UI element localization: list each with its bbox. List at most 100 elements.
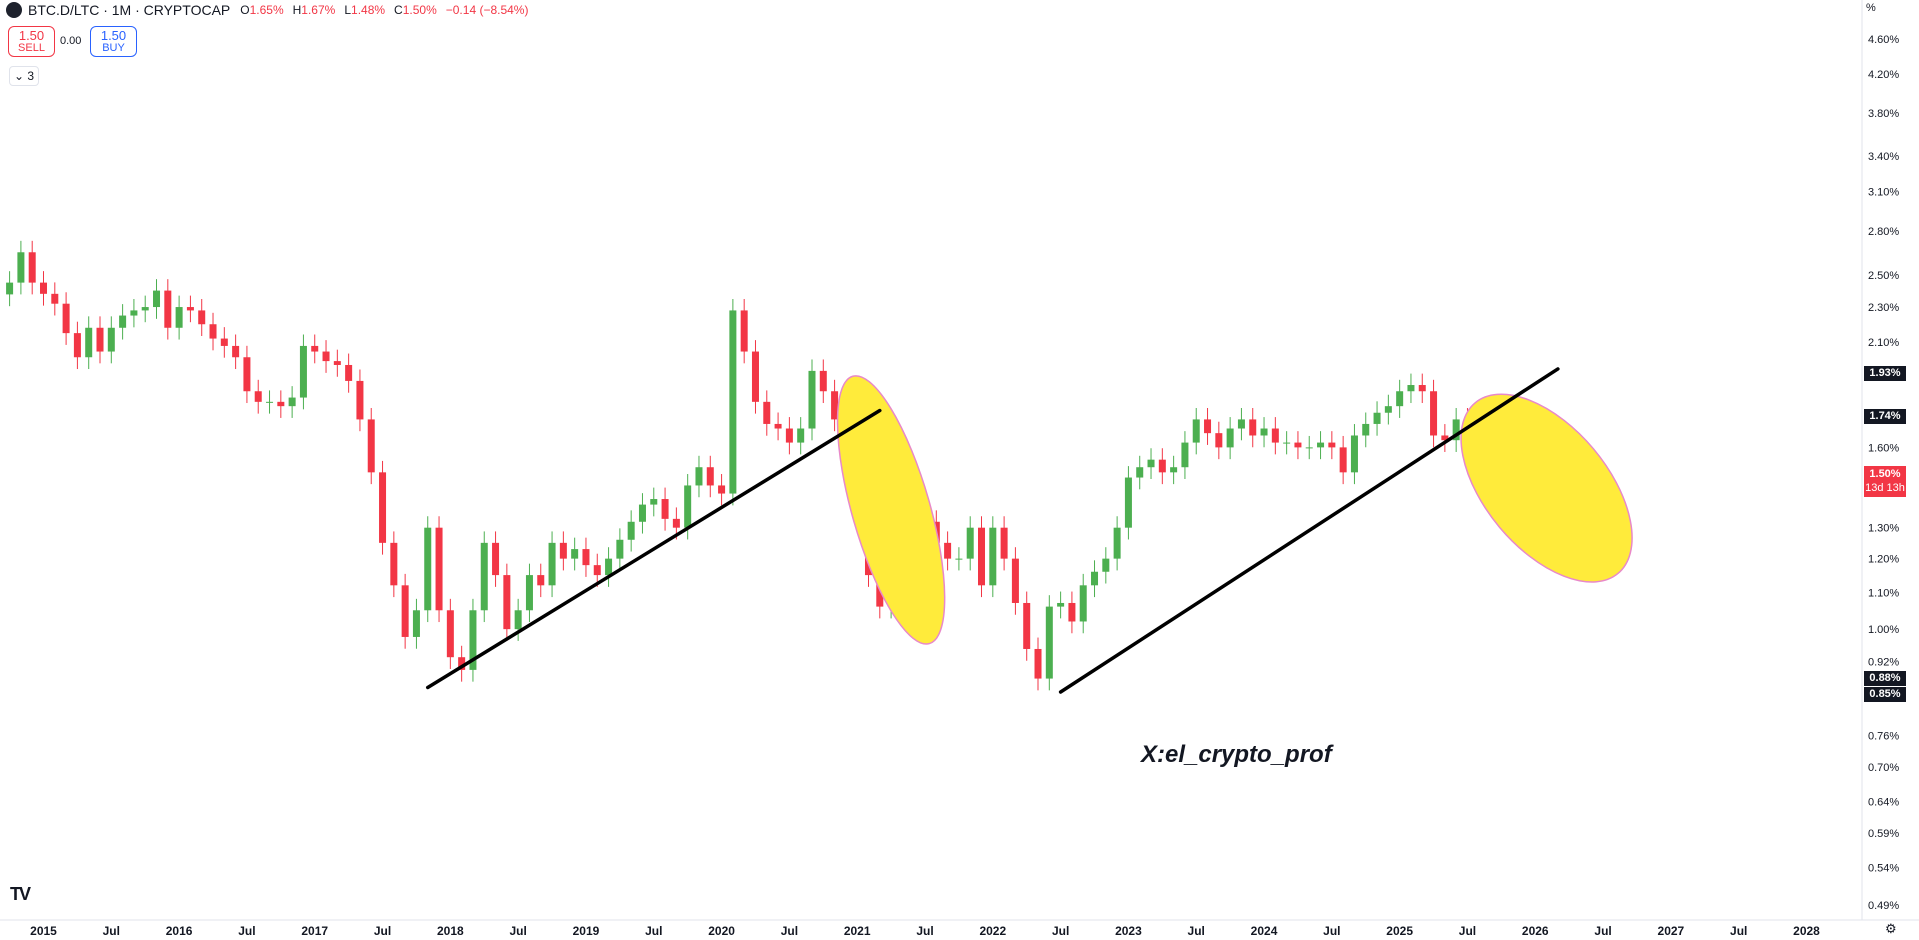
x-tick-label: 2015 (30, 924, 57, 938)
candle (480, 542, 488, 611)
candle (1204, 419, 1212, 434)
candle (186, 307, 194, 311)
x-tick-label: 2024 (1251, 924, 1278, 938)
candle (1339, 447, 1347, 473)
price-scale-unit[interactable]: % (1866, 2, 1876, 14)
annotations-group (425, 364, 1665, 694)
candle (1294, 442, 1302, 448)
symbol-title[interactable]: BTC.D/LTC · 1M · CRYPTOCAP (28, 2, 231, 18)
y-tick-label: 4.20% (1868, 69, 1899, 81)
candle (175, 307, 183, 328)
y-tick-label: 2.30% (1868, 302, 1899, 314)
candle (39, 282, 48, 294)
candle (266, 401, 274, 403)
candle (322, 351, 330, 362)
candle (299, 345, 307, 398)
y-tick-label: 1.20% (1868, 554, 1899, 566)
candle (85, 327, 93, 358)
candle (955, 558, 963, 560)
candle (119, 315, 127, 328)
candle (1045, 606, 1053, 679)
candle (1136, 467, 1144, 478)
candle (582, 549, 590, 566)
candle (345, 364, 353, 381)
candle (1102, 558, 1110, 572)
candle (1079, 585, 1087, 622)
trendline[interactable] (1058, 367, 1560, 694)
sell-button[interactable]: 1.50 SELL (8, 26, 55, 57)
indicators-toggle[interactable]: ⌄ 3 (9, 66, 39, 86)
watermark-text: X:el_crypto_prof (1141, 741, 1332, 768)
candle (1034, 648, 1042, 679)
candle (706, 467, 714, 486)
y-tick-label: 4.60% (1868, 34, 1899, 46)
price-badge-level-d: 0.85% (1864, 687, 1906, 702)
candle (1113, 527, 1121, 559)
candle (695, 467, 703, 486)
x-tick-label: 2021 (844, 924, 871, 938)
candle (1124, 477, 1132, 528)
candle (220, 338, 228, 346)
y-tick-label: 0.59% (1868, 828, 1899, 840)
candle (28, 252, 36, 283)
trendline[interactable] (425, 408, 882, 690)
candle (1226, 428, 1234, 448)
candle (1328, 442, 1336, 448)
candle (1350, 435, 1358, 473)
x-tick-label: Jul (374, 924, 391, 938)
candle (130, 310, 138, 316)
candle (1407, 385, 1415, 392)
candle (1170, 467, 1178, 473)
candle (6, 282, 14, 295)
candle (232, 345, 240, 358)
x-tick-label: Jul (1188, 924, 1205, 938)
candle (288, 397, 296, 407)
candle (1091, 571, 1099, 586)
candle (73, 333, 81, 358)
candle (514, 610, 522, 630)
candle (1249, 419, 1257, 436)
price-scale[interactable]: 4.60% 4.20% 3.80% 3.40% 3.10% 2.80% 2.50% 2.30%… (1868, 34, 1899, 912)
candle (209, 324, 217, 339)
candle (1023, 602, 1031, 649)
candle (153, 290, 161, 308)
candle (356, 380, 364, 420)
candle (243, 357, 251, 392)
y-tick-label: 1.60% (1868, 442, 1899, 454)
candle (1362, 423, 1370, 436)
candle (548, 542, 556, 586)
x-tick-label: 2026 (1522, 924, 1549, 938)
gear-icon[interactable]: ⚙ (1885, 921, 1897, 936)
candle (1011, 558, 1019, 603)
highlight-ellipse[interactable] (1428, 364, 1665, 613)
candle (1317, 442, 1325, 448)
time-axis[interactable]: 2015 Jul 2016 Jul 2017 Jul 2018 Jul 2019 Jul 2020 J… (30, 924, 1820, 938)
x-tick-label: 2018 (437, 924, 464, 938)
highlight-ellipse[interactable] (815, 366, 967, 655)
ohlc-change: −0.14 (−8.54%) (445, 3, 529, 17)
x-tick-label: 2017 (301, 924, 328, 938)
candle (638, 504, 646, 522)
y-tick-label: 3.10% (1868, 187, 1899, 199)
candle (797, 428, 805, 443)
x-tick-label: Jul (1323, 924, 1340, 938)
buy-label: BUY (102, 42, 125, 54)
symbol-header: BTC.D/LTC · 1M · CRYPTOCAP O1.65% H1.67%… (6, 2, 533, 18)
candle (311, 345, 319, 352)
candle (62, 303, 70, 334)
x-tick-label: Jul (509, 924, 526, 938)
sell-label: SELL (18, 42, 45, 54)
candle (593, 565, 601, 576)
candle (989, 527, 997, 586)
candle (1260, 428, 1268, 436)
y-tick-label: 0.64% (1868, 797, 1899, 809)
candle (1181, 442, 1189, 468)
tradingview-logo-icon[interactable]: TV (10, 884, 31, 904)
candle (424, 527, 432, 611)
candle (718, 485, 726, 494)
candle (435, 527, 443, 611)
candle (966, 527, 974, 559)
buy-button[interactable]: 1.50 BUY (90, 26, 137, 57)
